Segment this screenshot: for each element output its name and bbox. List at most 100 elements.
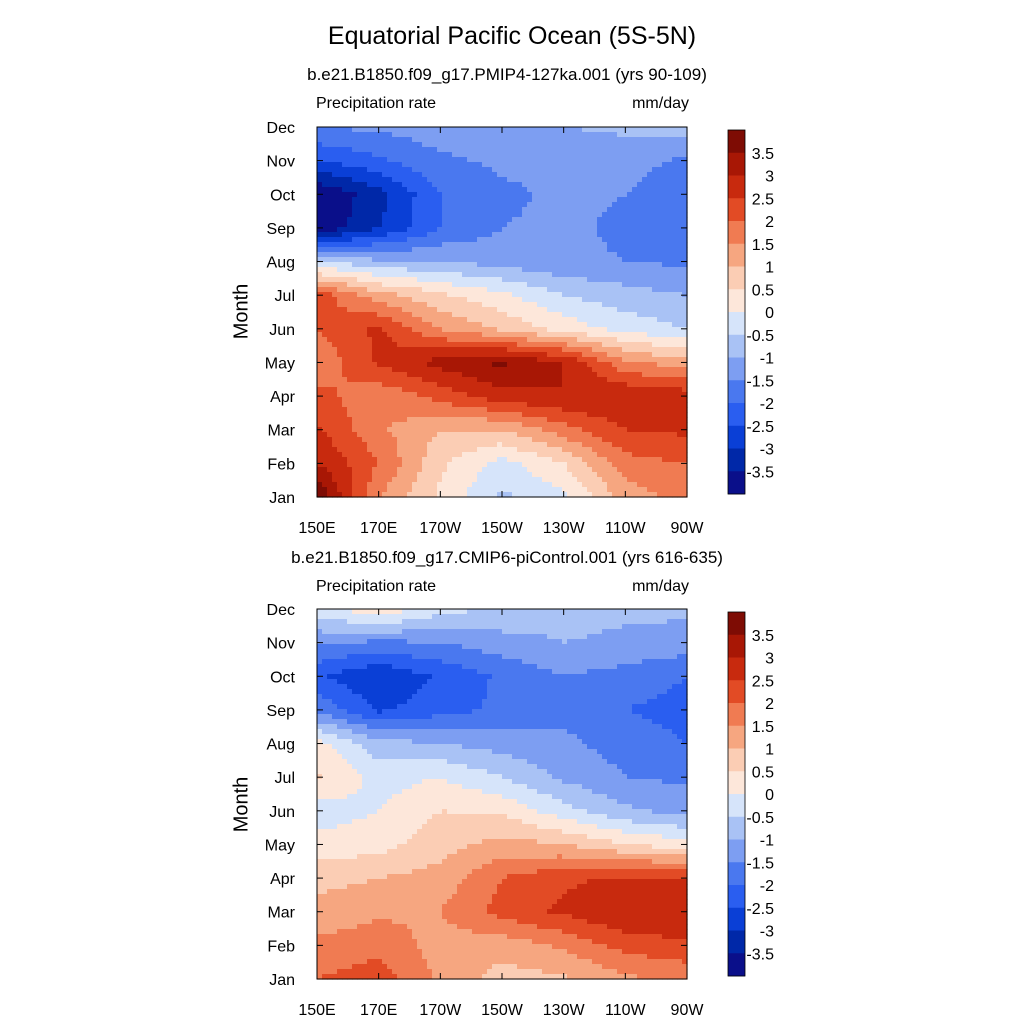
- contour-cell: [592, 202, 598, 208]
- contour-cell: [382, 212, 388, 218]
- contour-cell: [512, 162, 518, 168]
- contour-cell: [557, 312, 563, 318]
- contour-cell: [337, 397, 343, 403]
- contour-cell: [337, 362, 343, 368]
- contour-cell: [562, 207, 568, 213]
- contour-cell: [422, 302, 428, 308]
- contour-cell: [442, 317, 448, 323]
- contour-cell: [677, 422, 683, 428]
- contour-cell: [662, 162, 668, 168]
- contour-cell: [347, 352, 353, 358]
- contour-cell: [332, 427, 338, 433]
- contour-cell: [492, 292, 498, 298]
- contour-cell: [532, 397, 538, 403]
- contour-cell: [387, 337, 393, 343]
- contour-cell: [527, 287, 533, 293]
- contour-cell: [517, 357, 523, 363]
- contour-cell: [467, 352, 473, 358]
- contour-cell: [327, 247, 333, 253]
- contour-cell: [347, 237, 353, 243]
- contour-cell: [417, 172, 423, 178]
- contour-cell: [537, 252, 543, 258]
- contour-cell: [487, 127, 493, 133]
- contour-cell: [587, 327, 593, 333]
- contour-cell: [592, 337, 598, 343]
- contour-cell: [537, 277, 543, 283]
- contour-cell: [667, 382, 673, 388]
- contour-cell: [432, 247, 438, 253]
- contour-cell: [682, 437, 688, 443]
- contour-cell: [627, 167, 633, 173]
- contour-cell: [522, 242, 528, 248]
- contour-cell: [667, 247, 673, 253]
- contour-cell: [607, 332, 613, 338]
- contour-cell: [412, 362, 418, 368]
- contour-cell: [592, 452, 598, 458]
- contour-cell: [387, 307, 393, 313]
- contour-cell: [482, 382, 488, 388]
- contour-cell: [617, 162, 623, 168]
- contour-cell: [627, 187, 633, 193]
- contour-cell: [577, 272, 583, 278]
- contour-cell: [552, 287, 558, 293]
- contour-cell: [317, 417, 323, 423]
- contour-cell: [567, 332, 573, 338]
- contour-cell: [607, 202, 613, 208]
- contour-cell: [532, 182, 538, 188]
- contour-cell: [317, 197, 323, 203]
- contour-cell: [652, 322, 658, 328]
- contour-cell: [682, 162, 688, 168]
- contour-cell: [427, 457, 433, 463]
- contour-cell: [612, 282, 618, 288]
- contour-cell: [532, 447, 538, 453]
- contour-cell: [357, 267, 363, 273]
- contour-cell: [562, 397, 568, 403]
- contour-cell: [672, 327, 678, 333]
- contour-cell: [402, 277, 408, 283]
- contour-cell: [517, 292, 523, 298]
- contour-cell: [407, 417, 413, 423]
- contour-cell: [407, 377, 413, 383]
- contour-cell: [452, 172, 458, 178]
- contour-cell: [327, 317, 333, 323]
- contour-cell: [542, 152, 548, 158]
- contour-cell: [507, 232, 513, 238]
- contour-cell: [597, 247, 603, 253]
- contour-cell: [467, 292, 473, 298]
- contour-cell: [652, 297, 658, 303]
- contour-cell: [662, 267, 668, 273]
- contour-cell: [427, 202, 433, 208]
- contour-cell: [642, 227, 648, 233]
- contour-cell: [342, 137, 348, 143]
- contour-cell: [552, 427, 558, 433]
- contour-cell: [327, 277, 333, 283]
- contour-cell: [507, 392, 513, 398]
- contour-cell: [342, 167, 348, 173]
- contour-cell: [617, 217, 623, 223]
- contour-cell: [467, 307, 473, 313]
- contour-cell: [427, 407, 433, 413]
- contour-cell: [667, 367, 673, 373]
- contour-cell: [662, 292, 668, 298]
- contour-cell: [387, 257, 393, 263]
- contour-cell: [467, 182, 473, 188]
- contour-cell: [387, 452, 393, 458]
- contour-cell: [607, 352, 613, 358]
- contour-cell: [507, 357, 513, 363]
- contour-cell: [497, 247, 503, 253]
- contour-cell: [612, 217, 618, 223]
- contour-cell: [447, 172, 453, 178]
- contour-cell: [322, 402, 328, 408]
- contour-cell: [662, 457, 668, 463]
- contour-cell: [542, 397, 548, 403]
- contour-cell: [617, 172, 623, 178]
- contour-cell: [647, 252, 653, 258]
- contour-cell: [627, 362, 633, 368]
- contour-cell: [532, 457, 538, 463]
- contour-cell: [472, 257, 478, 263]
- contour-cell: [622, 387, 628, 393]
- contour-cell: [647, 277, 653, 283]
- contour-cell: [387, 197, 393, 203]
- contour-cell: [382, 322, 388, 328]
- contour-cell: [337, 422, 343, 428]
